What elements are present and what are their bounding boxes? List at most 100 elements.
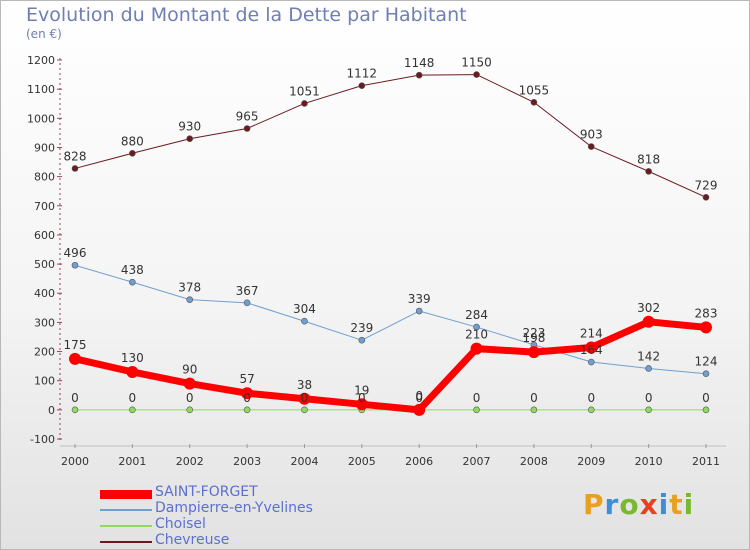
series-line-saint-forget [71, 318, 710, 414]
data-label-dampierre-en-yvelines: 284 [465, 308, 488, 322]
data-label-dampierre-en-yvelines: 164 [580, 343, 603, 357]
data-point-dampierre-en-yvelines [186, 296, 194, 303]
logo-letter: i [683, 488, 695, 521]
x-tick-label: 2006 [405, 455, 433, 468]
data-label-choisel: 0 [129, 391, 137, 405]
data-point-dampierre-en-yvelines [702, 370, 710, 377]
data-point-saint-forget [700, 321, 712, 334]
legend-label: Chevreuse [155, 532, 230, 548]
data-point-chevreuse [186, 135, 194, 143]
chart-data-labels: 828 880 930 965 1051 1112 1148 1150 1055 903 818 72… [64, 56, 718, 405]
data-label-choisel: 0 [243, 391, 251, 405]
data-label-dampierre-en-yvelines: 223 [522, 326, 545, 340]
data-label-chevreuse: 1112 [347, 67, 378, 81]
x-tick-label: 2005 [348, 455, 376, 468]
data-label-saint-forget: 302 [637, 301, 660, 315]
data-label-chevreuse: 880 [121, 134, 144, 148]
data-point-chevreuse [243, 125, 251, 132]
y-tick-label: 400 [34, 287, 55, 300]
x-tick-label: 2009 [577, 455, 605, 468]
y-tick-label: 1200 [27, 54, 55, 67]
data-label-dampierre-en-yvelines: 496 [64, 246, 87, 260]
data-point-choisel [702, 406, 710, 414]
data-point-saint-forget [69, 352, 81, 365]
data-point-saint-forget [642, 315, 655, 328]
data-label-chevreuse: 1148 [404, 56, 435, 70]
data-label-saint-forget: 175 [64, 338, 87, 352]
data-label-saint-forget: 130 [121, 351, 144, 365]
logo-letter: o [619, 488, 640, 521]
data-point-chevreuse [301, 100, 308, 107]
data-point-saint-forget [298, 392, 311, 405]
x-tick-label: 2008 [520, 455, 548, 468]
data-label-dampierre-en-yvelines: 239 [350, 321, 373, 335]
legend-swatch [100, 489, 152, 499]
y-tick-label: 1000 [27, 112, 55, 125]
logo-letter: r [604, 488, 620, 521]
data-label-dampierre-en-yvelines: 142 [637, 349, 660, 363]
y-tick-label: 800 [34, 171, 55, 184]
data-label-dampierre-en-yvelines: 378 [178, 281, 201, 295]
data-point-chevreuse [587, 143, 595, 150]
legend-swatch [100, 541, 152, 543]
data-point-dampierre-en-yvelines [129, 278, 136, 286]
data-label-saint-forget: 90 [182, 363, 197, 377]
chart-series [69, 71, 712, 416]
x-tick-label: 2002 [176, 455, 204, 468]
data-point-saint-forget [470, 342, 483, 355]
data-point-saint-forget [413, 403, 426, 416]
data-label-choisel: 0 [645, 391, 653, 405]
data-label-saint-forget: 19 [354, 383, 369, 397]
data-point-choisel [301, 406, 308, 414]
data-point-chevreuse [530, 98, 538, 106]
data-label-chevreuse: 828 [64, 149, 87, 163]
data-point-dampierre-en-yvelines [415, 307, 423, 315]
data-point-chevreuse [358, 82, 366, 89]
chart-axes: -100010020030040050060070080090010001100… [27, 54, 726, 468]
x-tick-label: 2003 [233, 455, 261, 468]
data-point-saint-forget [585, 341, 598, 354]
data-label-chevreuse: 1055 [519, 83, 550, 97]
data-point-choisel [71, 406, 79, 414]
data-point-choisel [129, 406, 136, 414]
data-label-saint-forget: 38 [297, 378, 312, 392]
data-label-choisel: 0 [358, 391, 366, 405]
data-point-choisel [186, 406, 194, 414]
data-label-chevreuse: 903 [580, 128, 603, 142]
x-tick-label: 2004 [290, 455, 318, 468]
data-point-chevreuse [71, 165, 79, 172]
y-tick-label: 100 [34, 375, 55, 388]
data-label-dampierre-en-yvelines: 339 [408, 292, 431, 306]
series-line-dampierre-en-yvelines [74, 264, 707, 375]
data-label-saint-forget: 210 [465, 328, 488, 342]
y-tick-label: 1100 [27, 83, 55, 96]
legend-label: Dampierre-en-Yvelines [155, 500, 313, 516]
y-tick-label: 900 [34, 141, 55, 154]
data-label-saint-forget: 0 [415, 389, 423, 403]
data-point-chevreuse [129, 149, 136, 157]
data-label-chevreuse: 1150 [461, 56, 492, 70]
x-tick-label: 2010 [635, 455, 663, 468]
logo-letter: P [583, 488, 605, 521]
data-point-chevreuse [415, 71, 423, 79]
data-point-chevreuse [645, 168, 652, 175]
legend-label: Choisel [155, 516, 206, 532]
data-point-dampierre-en-yvelines [645, 365, 652, 372]
data-point-saint-forget [527, 346, 540, 359]
y-tick-label: -100 [30, 433, 55, 446]
data-point-saint-forget [241, 387, 254, 400]
data-label-choisel: 0 [301, 391, 309, 405]
legend-label: SAINT-FORGET [155, 484, 258, 500]
data-point-dampierre-en-yvelines [587, 358, 595, 366]
x-tick-label: 2000 [61, 455, 89, 468]
data-point-dampierre-en-yvelines [301, 317, 308, 325]
y-tick-label: 700 [34, 200, 55, 213]
data-label-dampierre-en-yvelines: 438 [121, 263, 144, 277]
data-label-chevreuse: 930 [178, 120, 201, 134]
data-point-saint-forget [183, 377, 196, 390]
x-tick-label: 2011 [692, 455, 720, 468]
data-label-chevreuse: 818 [637, 152, 660, 166]
data-label-choisel: 0 [186, 391, 194, 405]
